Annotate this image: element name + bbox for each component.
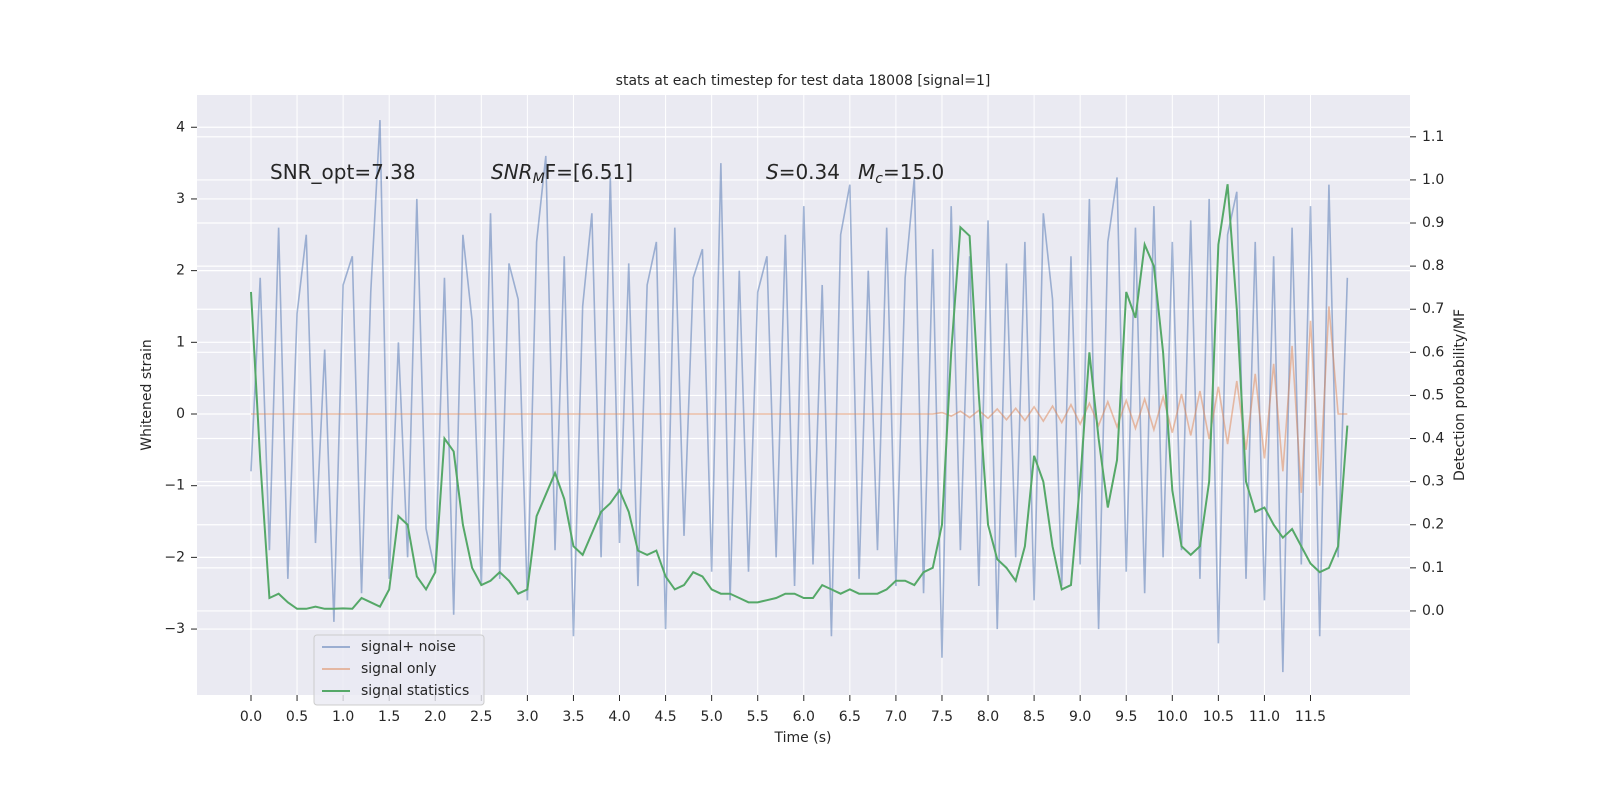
x-tick-label: 9.5 [1115,709,1137,725]
x-tick-label: 7.0 [885,709,907,725]
y2-tick-label: 0.7 [1422,301,1444,317]
x-tick-label: 0.5 [286,709,308,725]
annotation: S=0.34 [766,160,840,184]
x-tick-label: 2.0 [424,709,446,725]
x-tick-label: 10.0 [1157,709,1188,725]
x-tick-label: 9.0 [1069,709,1091,725]
x-tick-label: 1.0 [332,709,354,725]
x-tick-label: 6.0 [793,709,815,725]
y2-tick-label: 0.1 [1422,560,1444,576]
y2-tick-label: 0.6 [1422,344,1444,360]
x-tick-label: 1.5 [378,709,400,725]
annotation-part: =0.34 [779,160,840,184]
x-tick-label: 5.5 [747,709,769,725]
y2-tick-label: 0.4 [1422,431,1444,447]
series-line [249,184,1349,610]
x-tick-label: 3.0 [516,709,538,725]
x-tick-label: 4.5 [654,709,676,725]
annotation: SNRMF=[6.51] [491,160,633,188]
x-tick-label: 8.0 [977,709,999,725]
x-tick-label: 2.5 [470,709,492,725]
legend-label: signal+ noise [361,639,456,655]
y-tick-label: 1 [176,334,185,350]
legend-box [313,634,485,706]
x-tick-label: 4.0 [608,709,630,725]
y-tick-label: 3 [176,191,185,207]
x-tick-label: 6.5 [839,709,861,725]
y-tick-label: 2 [176,263,185,279]
y2-tick-label: 0.2 [1422,517,1444,533]
y2-tick-label: 0.5 [1422,387,1444,403]
y-axis-label: Whitened strain [139,339,155,450]
annotation-part: =15.0 [883,160,944,184]
legend-label: signal only [361,661,436,677]
y2-tick-label: 1.1 [1422,129,1444,145]
series-line [250,120,1349,673]
annotation-part: M [533,171,545,187]
y2-tick-label: 0.0 [1422,603,1444,619]
x-tick-label: 7.5 [931,709,953,725]
annotation-part: M [858,160,875,184]
y2-axis-label: Detection probability/MF [1452,309,1468,481]
annotation-part: c [875,171,883,187]
y-tick-label: −3 [164,621,185,637]
x-tick-label: 8.5 [1023,709,1045,725]
annotation: SNR_opt=7.38 [270,160,416,184]
legend-label: signal statistics [361,683,469,699]
annotation-part: SNR [491,160,533,184]
y2-tick-label: 0.8 [1422,258,1444,274]
y-tick-label: 4 [176,119,185,135]
x-tick-label: 3.5 [562,709,584,725]
x-tick-label: 5.0 [701,709,723,725]
x-tick-label: 0.0 [240,709,262,725]
annotation-part: SNR_opt=7.38 [270,160,416,184]
y2-tick-label: 0.9 [1422,215,1444,231]
series-line [250,306,1348,493]
x-tick-label: 11.5 [1295,709,1326,725]
annotation-part: F=[6.51] [545,160,633,184]
y2-tick-label: 0.3 [1422,474,1444,490]
annotation-part: S [766,160,779,184]
y-tick-label: 0 [176,406,185,422]
annotation: Mc=15.0 [858,160,944,188]
chart-title: stats at each timestep for test data 180… [616,73,991,89]
y-tick-label: −1 [164,478,185,494]
x-tick-label: 11.0 [1249,709,1280,725]
y-tick-label: −2 [164,549,185,565]
y2-tick-label: 1.0 [1422,172,1444,188]
x-axis-label: Time (s) [774,730,832,746]
x-tick-label: 10.5 [1203,709,1234,725]
